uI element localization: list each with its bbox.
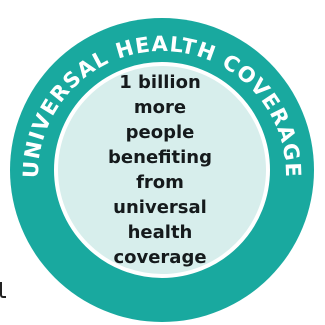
center-message-box: 1 billion more people benefiting from un… — [98, 72, 222, 268]
center-message: 1 billion more people benefiting from un… — [108, 72, 212, 268]
inner-circle — [54, 62, 270, 278]
edge-hook-mark — [0, 282, 6, 298]
